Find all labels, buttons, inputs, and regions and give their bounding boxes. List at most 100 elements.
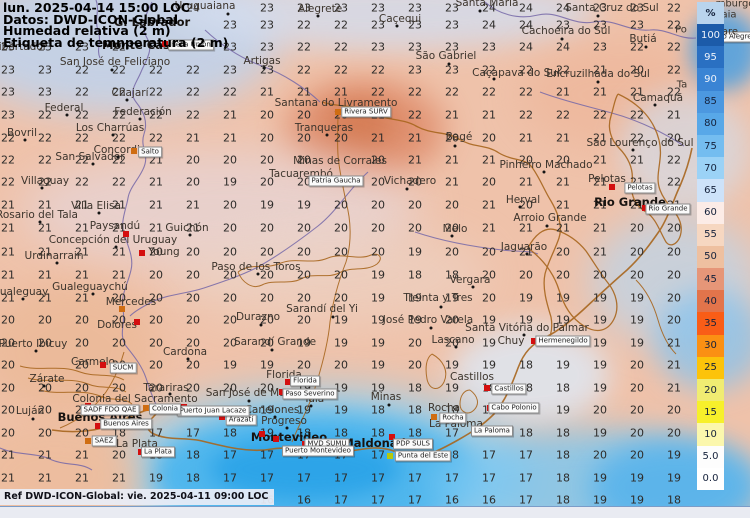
city-label: Paso de los Toros xyxy=(211,261,301,273)
temp-label: 22 xyxy=(112,108,126,122)
station-box: Punta del Este xyxy=(394,450,452,462)
temp-label: 20 xyxy=(186,358,200,372)
temp-label: 23 xyxy=(371,1,385,15)
temp-label: 20 xyxy=(1,403,15,417)
temp-label: 23 xyxy=(593,40,607,54)
temp-label: 22 xyxy=(186,85,200,99)
temp-label: 17 xyxy=(482,448,496,462)
city-label: Vergara xyxy=(449,274,491,286)
temp-label: 23 xyxy=(630,1,644,15)
temp-label: 23 xyxy=(38,63,52,77)
temp-label: 22 xyxy=(75,63,89,77)
temp-label: 22 xyxy=(297,63,311,77)
temp-label: 23 xyxy=(1,63,15,77)
city-label: Alegrete xyxy=(297,3,343,15)
temp-label: 22 xyxy=(186,63,200,77)
temp-label: 17 xyxy=(519,493,533,507)
city-dot xyxy=(114,245,118,249)
temp-label: 20 xyxy=(297,153,311,167)
city-label: Bovril xyxy=(7,127,37,139)
temp-label: 19 xyxy=(408,245,422,259)
temp-label: 20 xyxy=(297,175,311,189)
temp-label: 20 xyxy=(630,381,644,395)
city-label: Santana do Livramento xyxy=(274,97,398,109)
map-header: lun. 2025-04-14 15:00 LOC Datos: DWD-ICO… xyxy=(3,2,228,48)
station-box: Rocha xyxy=(439,412,467,424)
humidity-colorbar: % 100 95 90 85 80 75 70 65 60 55 50 45 40 35 30 25 20 15 1… xyxy=(697,2,724,490)
temp-label: 19 xyxy=(297,403,311,417)
city-label: Jaguarão xyxy=(500,241,548,253)
temp-label: 22 xyxy=(667,85,681,99)
city-label: Progreso xyxy=(261,415,307,427)
temp-label: 22 xyxy=(408,85,422,99)
temp-label: 19 xyxy=(593,336,607,350)
temp-label: 22 xyxy=(482,85,496,99)
city-label: Sarandí del Yi xyxy=(286,303,358,315)
temp-label: 23 xyxy=(482,40,496,54)
station-marker-red xyxy=(219,414,225,420)
city-label: G. Labrador xyxy=(113,15,191,29)
temp-label: 21 xyxy=(445,153,459,167)
city-dot xyxy=(478,9,482,13)
temp-label: 21 xyxy=(408,153,422,167)
city-label: Cardona xyxy=(162,346,208,358)
temp-label: 24 xyxy=(519,1,533,15)
temp-label: 18 xyxy=(556,471,570,485)
temp-label: 16 xyxy=(445,493,459,507)
temp-label: 19 xyxy=(630,493,644,507)
temp-label: 20 xyxy=(630,403,644,417)
temp-label: 20 xyxy=(149,291,163,305)
station-marker-red xyxy=(285,379,291,385)
temp-label: 20 xyxy=(371,198,385,212)
city-dot xyxy=(110,68,114,72)
temp-label: 22 xyxy=(519,108,533,122)
city-label: Artigas xyxy=(243,55,281,67)
temp-label: 18 xyxy=(667,493,681,507)
temp-label: 21 xyxy=(75,291,89,305)
temp-label: 19 xyxy=(334,403,348,417)
city-label: Camaquã xyxy=(632,92,684,104)
city-dot xyxy=(23,138,27,142)
city-dot xyxy=(522,333,526,337)
temp-label: 19 xyxy=(593,426,607,440)
temp-label: 19 xyxy=(482,358,496,372)
temp-label: 18 xyxy=(556,493,570,507)
temp-label: 19 xyxy=(593,493,607,507)
city-label: Pinheiro Machado xyxy=(499,159,593,171)
city-label: Libertador xyxy=(0,41,48,53)
city-label: Butiá xyxy=(629,33,657,45)
city-dot xyxy=(226,12,230,16)
temp-label: 21 xyxy=(445,175,459,189)
city-dot xyxy=(21,297,25,301)
temp-label: 20 xyxy=(371,175,385,189)
temp-label: 22 xyxy=(112,131,126,145)
city-dot xyxy=(447,62,451,66)
temp-label: 19 xyxy=(334,336,348,350)
temp-label: 21 xyxy=(408,131,422,145)
temp-label: 21 xyxy=(482,221,496,235)
temp-label: 17 xyxy=(149,426,163,440)
city-dot xyxy=(247,399,251,403)
temp-label: 21 xyxy=(297,85,311,99)
temp-label: 20 xyxy=(112,448,126,462)
temp-label: 22 xyxy=(371,85,385,99)
temp-label: 17 xyxy=(260,448,274,462)
temp-label: 23 xyxy=(1,85,15,99)
city-dot xyxy=(91,292,95,296)
temp-label: 23 xyxy=(408,40,422,54)
station-marker-red xyxy=(139,250,145,256)
temp-label: 21 xyxy=(593,175,607,189)
temp-label: 20 xyxy=(223,198,237,212)
station-box: SADF FDO QAE xyxy=(80,404,140,416)
colorbar-level: 55 xyxy=(697,223,724,246)
city-label: Arroio Grande xyxy=(513,212,587,224)
temp-label: 22 xyxy=(149,63,163,77)
temp-label: 21 xyxy=(260,85,274,99)
city-label: São Lourenço do Sul xyxy=(586,137,694,149)
station-box: Florida xyxy=(290,375,320,387)
station-box: Rio Grande xyxy=(645,203,691,215)
city-label: Santa Maria xyxy=(455,0,519,9)
station-box: Castillos xyxy=(491,383,527,395)
city-dot xyxy=(454,345,458,349)
city-dot xyxy=(262,66,266,70)
